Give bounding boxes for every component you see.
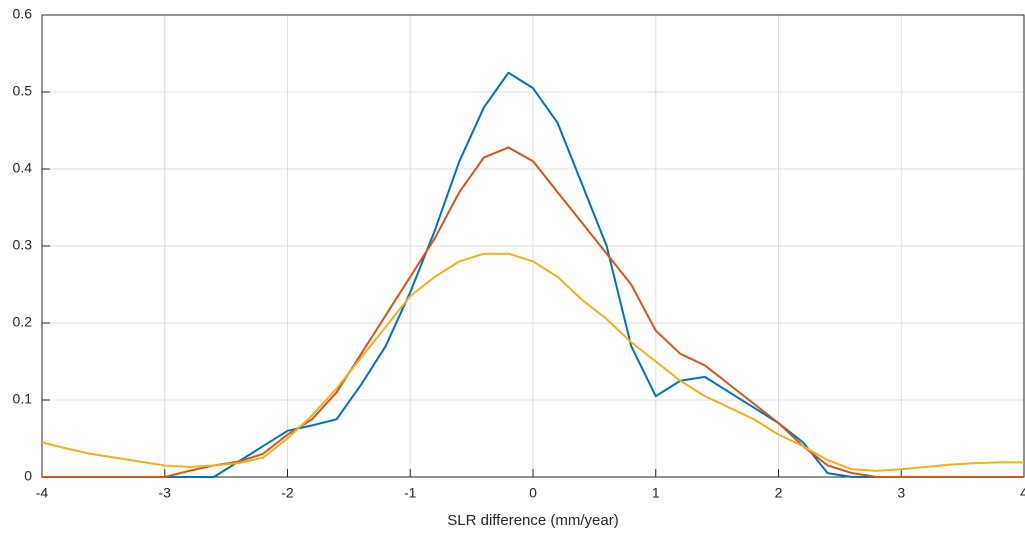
x-tick-label: 2 bbox=[775, 485, 783, 501]
x-axis-label: SLR difference (mm/year) bbox=[447, 512, 618, 529]
y-tick-label: 0.3 bbox=[13, 237, 33, 253]
y-tick-label: 0 bbox=[24, 468, 32, 484]
x-tick-label: -2 bbox=[281, 485, 294, 501]
x-tick-label: -1 bbox=[404, 485, 417, 501]
plot-frame bbox=[41, 14, 1025, 478]
y-tick-label: 0.4 bbox=[13, 160, 33, 176]
y-tick-label: 0.2 bbox=[13, 314, 33, 330]
x-tick-label: -3 bbox=[159, 485, 172, 501]
y-tick-label: 0.5 bbox=[13, 83, 33, 99]
x-tick-label: 1 bbox=[652, 485, 660, 501]
x-tick-label: 0 bbox=[529, 485, 537, 501]
x-tick-label: 3 bbox=[897, 485, 905, 501]
y-tick-label: 0.1 bbox=[13, 391, 33, 407]
x-tick-label: 4 bbox=[1020, 485, 1025, 501]
data-line bbox=[42, 146, 1024, 478]
data-line bbox=[42, 71, 1024, 478]
x-tick-label: -4 bbox=[36, 485, 49, 501]
data-line bbox=[41, 252, 1024, 472]
y-tick-label: 0.6 bbox=[13, 6, 33, 22]
